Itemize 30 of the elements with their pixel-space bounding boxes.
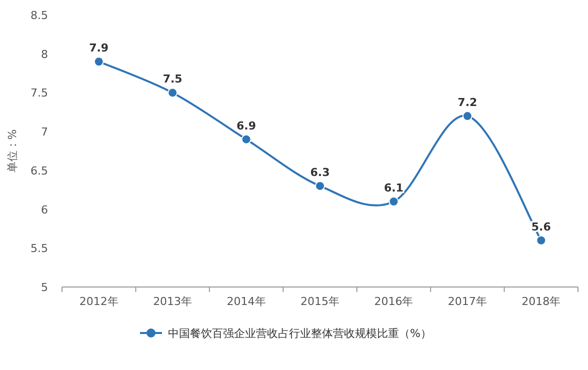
point xyxy=(315,180,325,191)
data-label: 6.1 xyxy=(384,182,404,195)
data-label: 7.5 xyxy=(162,72,182,86)
x-tick-label: 2014年 xyxy=(226,295,266,308)
y-axis-title: 单位：% xyxy=(6,129,19,173)
x-tick-label: 2017年 xyxy=(448,295,487,308)
data-label: 7.2 xyxy=(458,96,478,110)
point xyxy=(388,196,399,207)
data-label: 6.3 xyxy=(310,166,330,179)
point xyxy=(168,88,178,98)
y-tick-label: 5.5 xyxy=(30,242,48,256)
x-tick-label: 2016年 xyxy=(374,295,414,308)
y-tick-label: 6.5 xyxy=(30,164,48,178)
data-label: 6.9 xyxy=(236,119,256,132)
x-tick-label: 2012年 xyxy=(79,295,118,308)
y-tick-label: 7.5 xyxy=(30,86,48,100)
data-label: 7.9 xyxy=(89,42,109,55)
x-tick-label: 2018年 xyxy=(522,295,561,308)
x-tick-label: 2015年 xyxy=(300,295,340,308)
point xyxy=(462,111,472,122)
point xyxy=(94,56,104,67)
y-tick-label: 8.5 xyxy=(30,9,48,22)
y-tick-label: 6 xyxy=(41,203,48,216)
y-tick-label: 7 xyxy=(41,126,48,139)
x-tick-label: 2013年 xyxy=(153,295,192,308)
y-tick-label: 5 xyxy=(41,281,48,294)
legend-label: 中国餐饮百强企业营收占行业整体营收规模比重（%） xyxy=(168,327,432,340)
y-tick-label: 8 xyxy=(41,48,48,61)
point xyxy=(536,235,546,246)
point xyxy=(241,134,252,144)
